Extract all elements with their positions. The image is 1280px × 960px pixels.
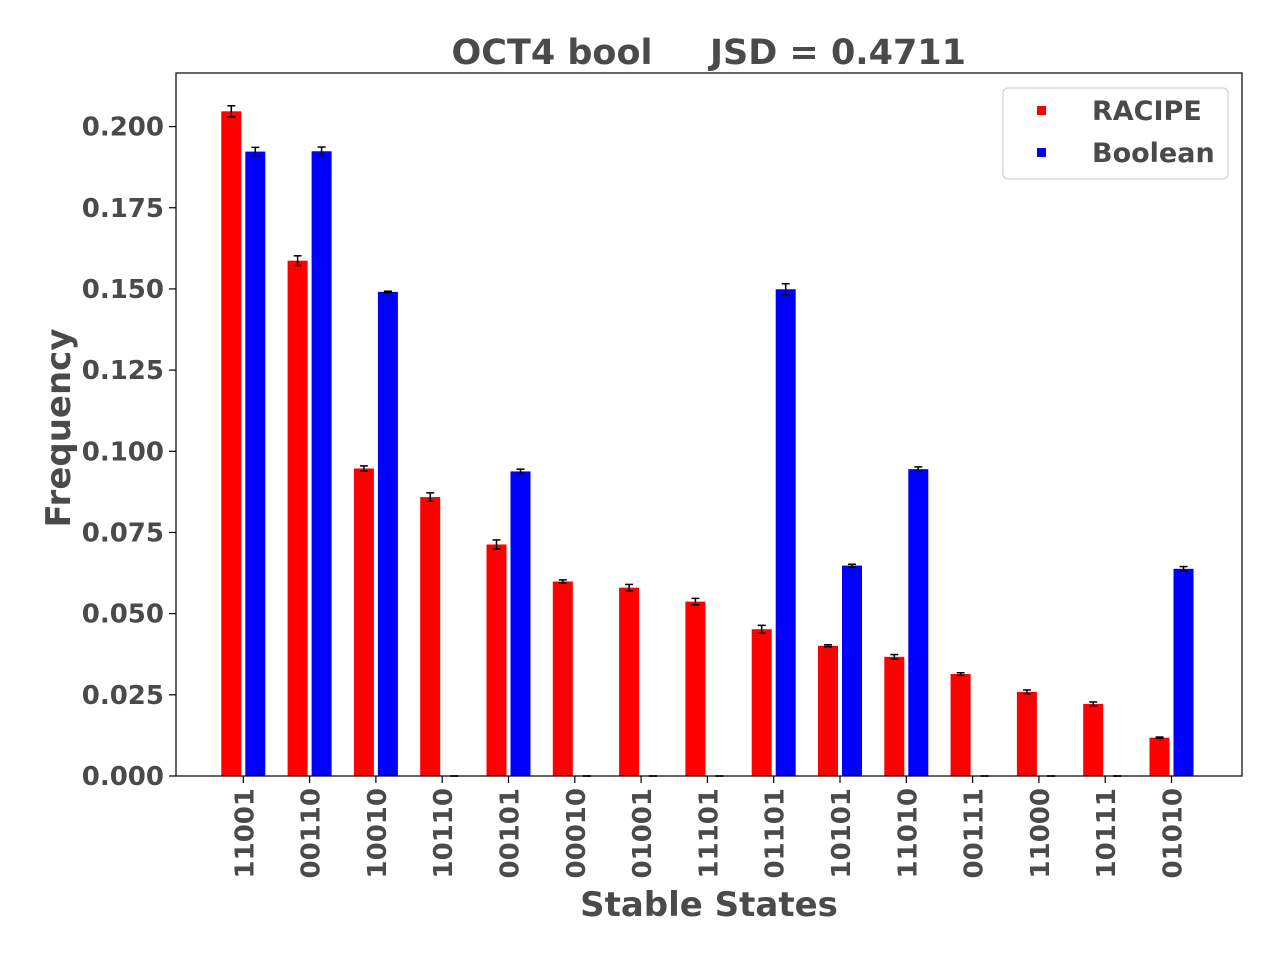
bar-boolean-00110 — [311, 151, 332, 776]
error-bar-boolean-01010 — [1179, 565, 1188, 572]
bar-racipe-10110 — [420, 497, 441, 776]
bar-boolean-01101 — [775, 289, 796, 776]
chart-title: OCT4 bool — [452, 33, 653, 73]
bar-boolean-00101 — [510, 471, 531, 776]
error-bar-racipe-01101 — [757, 624, 766, 634]
x-tick-label: 10110 — [429, 788, 459, 878]
error-bar-boolean-11010 — [914, 466, 923, 473]
y-tick-label: 0.000 — [82, 762, 164, 792]
bar-boolean-11010 — [908, 469, 929, 776]
bar-racipe-00010 — [552, 581, 573, 776]
y-tick-label: 0.175 — [82, 194, 164, 224]
bar-racipe-11101 — [685, 601, 706, 776]
y-tick-label: 0.150 — [82, 275, 164, 305]
y-tick-label: 0.050 — [82, 600, 164, 630]
bar-racipe-00111 — [950, 674, 971, 776]
error-bar-boolean-10101 — [848, 563, 856, 568]
y-tick-label: 0.075 — [82, 518, 164, 548]
x-axis-label: Stable States — [580, 885, 838, 925]
bar-boolean-10101 — [842, 565, 862, 776]
x-tick-label: 00110 — [297, 788, 327, 878]
bar-racipe-11010 — [884, 656, 905, 776]
error-bar-racipe-01001 — [625, 583, 634, 592]
bar-racipe-01101 — [751, 629, 772, 776]
bar-boolean-10010 — [377, 291, 398, 776]
y-tick-label: 0.025 — [82, 681, 164, 711]
error-bar-racipe-00010 — [558, 579, 567, 584]
x-tick-label: 00101 — [496, 788, 526, 878]
error-bar-racipe-11010 — [890, 653, 899, 660]
legend-label-boolean: Boolean — [1092, 138, 1215, 169]
y-tick-label: 0.200 — [82, 113, 164, 143]
bar-racipe-10010 — [353, 468, 374, 776]
x-tick-label: 01010 — [1159, 788, 1189, 878]
bar-boolean-01010 — [1173, 568, 1194, 776]
legend-marker-racipe — [1037, 106, 1046, 115]
error-bar-boolean-00110 — [317, 146, 326, 157]
bar-racipe-11001 — [221, 111, 242, 777]
error-bar-racipe-10101 — [824, 644, 832, 648]
error-bar-racipe-00101 — [492, 539, 501, 550]
x-tick-label: 00010 — [562, 788, 592, 878]
legend-label-racipe: RACIPE — [1092, 96, 1202, 127]
error-bar-boolean-01101 — [781, 282, 790, 296]
error-bar-boolean-10010 — [383, 290, 392, 294]
x-tick-label: 10101 — [827, 788, 857, 878]
bar-racipe-10111 — [1083, 703, 1104, 776]
x-tick-label: 11101 — [694, 788, 724, 878]
error-bar-racipe-00110 — [293, 255, 302, 267]
error-bar-racipe-11001 — [227, 105, 236, 118]
chart-subtitle: JSD = 0.4711 — [708, 33, 966, 73]
y-tick-label: 0.125 — [82, 356, 164, 386]
error-bar-racipe-11000 — [1022, 689, 1031, 695]
bar-racipe-00110 — [287, 260, 308, 777]
error-bar-boolean-11001 — [251, 146, 260, 157]
plot-area — [221, 105, 1194, 777]
error-bar-racipe-10111 — [1089, 701, 1098, 707]
error-bar-racipe-10010 — [359, 465, 368, 472]
x-tick-label: 11000 — [1026, 788, 1056, 878]
legend-box — [1002, 87, 1229, 180]
x-tick-label: 11001 — [230, 788, 260, 878]
legend-marker-boolean — [1037, 148, 1046, 157]
x-tick-label: 11010 — [893, 788, 923, 878]
bar-racipe-01010 — [1149, 737, 1170, 776]
error-bar-racipe-00111 — [956, 671, 965, 677]
x-tick-label: 10010 — [363, 788, 393, 878]
error-bar-racipe-11101 — [691, 597, 700, 606]
x-tick-label: 01101 — [761, 788, 791, 878]
y-tick-label: 0.100 — [82, 437, 164, 467]
error-bar-racipe-10110 — [426, 492, 435, 503]
bar-racipe-01001 — [619, 587, 640, 776]
y-axis-label: Frequency — [39, 328, 79, 527]
plot-frame — [175, 72, 1243, 777]
x-tick-label: 00111 — [960, 788, 990, 878]
bar-racipe-11000 — [1016, 691, 1037, 776]
error-bar-boolean-00101 — [516, 468, 525, 475]
legend: RACIPE Boolean — [1002, 87, 1229, 180]
error-bar-racipe-01010 — [1155, 736, 1164, 740]
bar-boolean-11001 — [245, 151, 266, 776]
bar-racipe-10101 — [818, 645, 838, 776]
x-axis: 11001 00110 10010 10110 00101 00010 01001 11101… — [230, 776, 1189, 878]
y-axis: 0.000 0.025 0.050 0.075 0.100 0.125 0.150 0.175… — [82, 113, 176, 792]
x-tick-label: 10111 — [1092, 788, 1122, 878]
x-tick-label: 01001 — [628, 788, 658, 878]
bar-racipe-00101 — [486, 544, 507, 776]
